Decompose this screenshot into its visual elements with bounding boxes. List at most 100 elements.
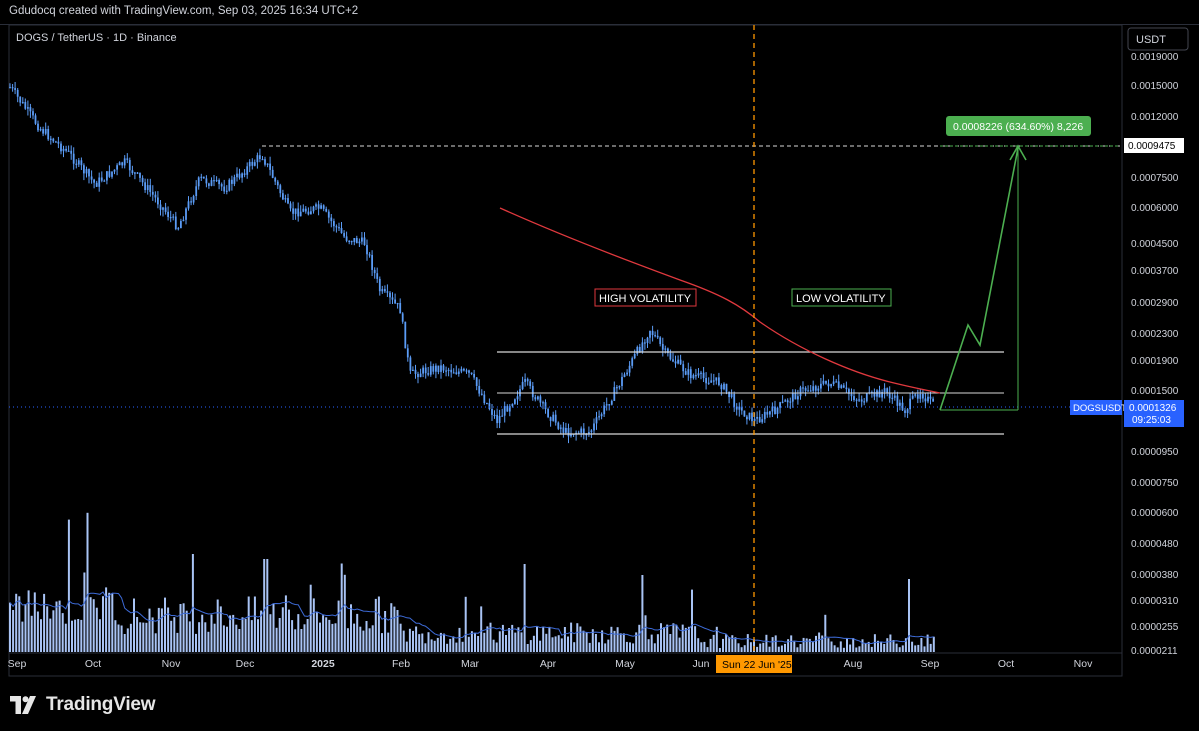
candle-body: [414, 369, 417, 374]
candle-body: [638, 347, 641, 352]
candle-body: [779, 402, 781, 408]
candle-body: [445, 370, 447, 372]
candle-body: [896, 395, 899, 406]
candle-body: [157, 197, 159, 205]
candle-body: [503, 406, 506, 416]
candle-body: [692, 375, 695, 379]
volume-bar: [381, 633, 383, 652]
countdown-text: 09:25:03: [1132, 415, 1171, 426]
candle-body: [116, 165, 118, 170]
volume-bar: [793, 641, 796, 652]
volume-bar: [687, 626, 690, 652]
target-price-tag: [1124, 138, 1184, 153]
candle-body: [440, 365, 442, 372]
candle-body: [417, 373, 419, 378]
volume-bar: [67, 519, 70, 652]
candle-body: [251, 161, 254, 166]
candle-body: [14, 88, 16, 90]
volume-bar: [195, 633, 197, 652]
candle-body: [264, 159, 266, 165]
volume-bar: [9, 602, 11, 652]
candle-body: [654, 335, 656, 337]
candle-body: [593, 423, 595, 431]
volume-bar: [877, 640, 879, 652]
candle-body: [559, 427, 562, 429]
volume-bar: [681, 624, 684, 652]
volume-bar: [111, 593, 114, 652]
y-tick-label: 0.0000255: [1131, 622, 1179, 633]
volume-bar: [759, 643, 762, 652]
candle-body: [389, 292, 391, 298]
candle-body: [667, 348, 669, 354]
volume-bar: [325, 617, 328, 652]
candle-body: [424, 367, 427, 374]
volume-bar: [796, 647, 799, 652]
candle-body: [659, 337, 662, 344]
candle-body: [588, 432, 590, 434]
candle-body: [791, 392, 794, 402]
high-volatility-box[interactable]: [594, 288, 697, 307]
candle-body: [537, 396, 539, 400]
candle-body: [710, 380, 713, 383]
candle-body: [259, 155, 261, 159]
tradingview-logo[interactable]: TradingView: [10, 694, 156, 716]
volume-bar: [288, 609, 290, 652]
candle-body: [613, 387, 616, 401]
candle-body: [218, 180, 220, 185]
candle-body: [238, 173, 241, 178]
candle-body: [521, 381, 524, 390]
volume-bar: [610, 626, 613, 652]
y-tick-label: 0.0000211: [1131, 646, 1178, 657]
measure-label-box[interactable]: [946, 116, 1091, 136]
candle-body: [248, 161, 251, 167]
candle-body: [508, 406, 511, 412]
candle-body: [215, 180, 218, 182]
volume-bar: [145, 622, 148, 652]
volume-bar: [805, 638, 808, 652]
volume-bar: [148, 608, 151, 652]
candle-body: [70, 150, 73, 154]
volume-bar: [15, 593, 18, 652]
low-volatility-label: LOW VOLATILITY: [796, 293, 886, 305]
volume-bar: [36, 611, 39, 652]
volume-bar: [40, 619, 42, 652]
candle-body: [797, 396, 799, 400]
volume-bar: [498, 631, 501, 652]
y-tick-label: 0.0000480: [1131, 539, 1179, 550]
volume-bar: [164, 597, 166, 652]
volume-bar: [728, 637, 731, 652]
candle-body: [457, 371, 460, 374]
candle-body: [837, 381, 840, 388]
candle-body: [539, 396, 542, 403]
candle-body: [205, 178, 208, 184]
volume-bar: [24, 604, 27, 652]
candle-body: [565, 428, 567, 433]
volume-bar: [309, 584, 312, 652]
y-tick-label: 0.0004500: [1131, 239, 1179, 250]
candle-body: [381, 289, 384, 292]
candle-body: [842, 385, 845, 388]
candle-body: [167, 211, 169, 217]
candle-body: [100, 177, 103, 181]
currency-button[interactable]: [1127, 27, 1189, 51]
volume-bar: [257, 619, 259, 652]
candle-body: [289, 203, 292, 209]
candle-body: [554, 414, 557, 423]
candle-body: [516, 396, 519, 400]
projection-path[interactable]: [939, 147, 1019, 411]
price-axis[interactable]: 0.0019000 0.0015000 0.0012000 0.0007500 0.00…: [1131, 52, 1179, 657]
candle-body: [863, 401, 866, 403]
volume-bar: [300, 629, 303, 652]
candle-body: [338, 227, 340, 229]
low-volatility-box[interactable]: [791, 288, 892, 307]
candle-body: [49, 138, 52, 140]
time-axis[interactable]: Sep Oct Nov Dec 2025 Feb Mar Apr May Jun Aug Sep Oct…: [8, 658, 1093, 670]
candle-body: [886, 388, 889, 394]
candle-body: [623, 374, 626, 377]
volume-bar: [191, 554, 194, 652]
volume-bar: [446, 643, 449, 652]
volume-bar: [867, 641, 870, 652]
volume-bar: [467, 636, 470, 652]
candle-body: [195, 186, 198, 196]
